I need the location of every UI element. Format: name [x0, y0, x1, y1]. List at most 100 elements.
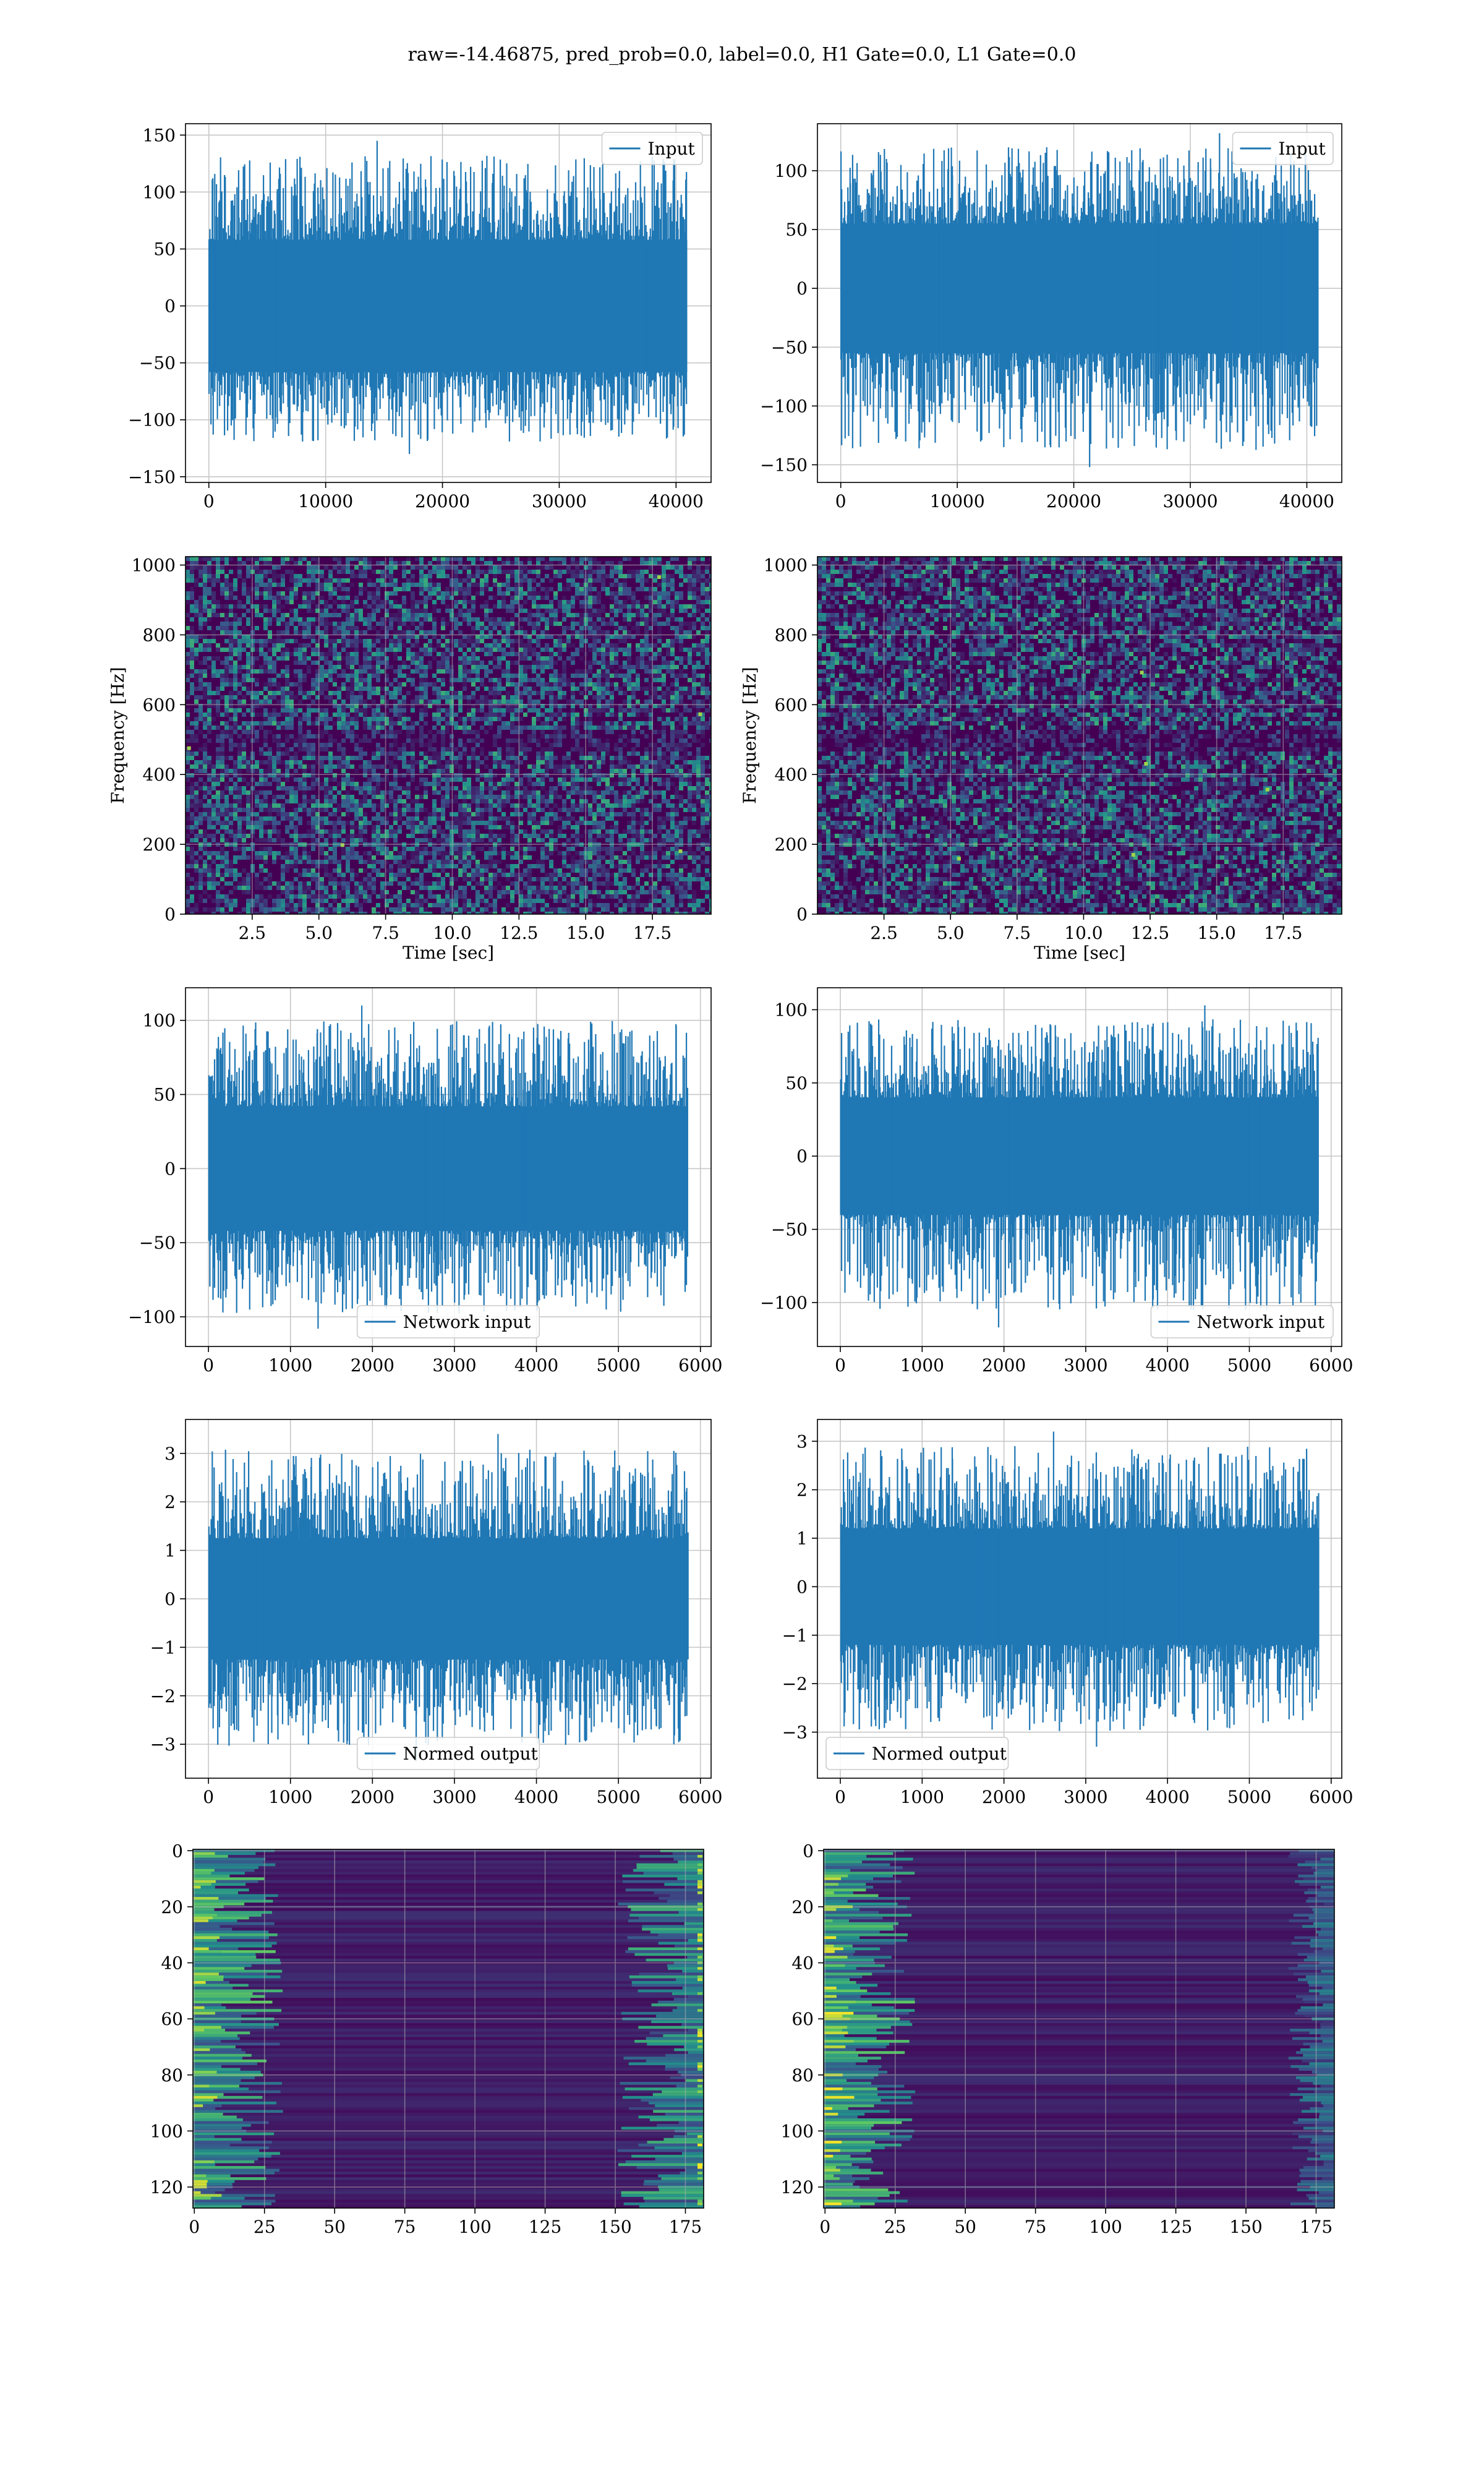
spectrogram-cell [471, 596, 475, 600]
spectrogram-cell [406, 583, 411, 587]
spectrogram-cell [233, 578, 237, 583]
spectrogram-cell [475, 626, 480, 630]
spectrogram-cell [623, 743, 627, 747]
spectrogram-cell [437, 713, 441, 717]
spectrogram-cell [198, 695, 203, 700]
spectrogram-cell [186, 695, 190, 700]
spectrogram-cell [346, 626, 350, 630]
spectrogram-cell [380, 604, 385, 609]
spectrogram-cell [207, 799, 211, 803]
spectrogram-cell [666, 687, 670, 691]
spectrogram-cell [640, 687, 644, 691]
spectrogram-cell [683, 717, 688, 721]
spectrogram-cell [705, 591, 709, 596]
spectrogram-cell [398, 648, 402, 652]
spectrogram-cell [627, 704, 631, 708]
spectrogram-cell [211, 777, 216, 782]
spectrogram-cell [350, 795, 354, 799]
spectrogram-cell [432, 808, 437, 812]
spectrogram-cell [333, 808, 337, 812]
spectrogram-cell [393, 561, 398, 565]
spectrogram-cell [601, 587, 605, 591]
spectrogram-cell [415, 795, 419, 799]
spectrogram-cell [688, 604, 692, 609]
spectrogram-cell [527, 764, 532, 769]
series-input [208, 140, 688, 454]
spectrogram-cell [367, 769, 372, 773]
spectrogram-cell [519, 695, 523, 700]
spectrogram-cell [289, 587, 294, 591]
spectrogram-cell [610, 635, 614, 639]
spectrogram-cell [705, 656, 709, 661]
spectrogram-cell [644, 734, 649, 738]
spectrogram-cell [255, 821, 259, 825]
spectrogram-cell [536, 682, 540, 687]
spectrogram-cell [203, 743, 207, 747]
spectrogram-cell [415, 738, 419, 743]
spectrogram-cell [549, 747, 553, 751]
spectrogram-cell [186, 730, 190, 734]
spectrogram-cell [207, 687, 211, 691]
spectrogram-cell [631, 803, 636, 808]
spectrogram-cell [463, 803, 467, 808]
spectrogram-cell [649, 669, 653, 674]
spectrogram-cell [471, 669, 475, 674]
spectrogram-cell [220, 751, 224, 756]
spectrogram-cell [696, 795, 701, 799]
spectrogram-cell [346, 803, 350, 808]
spectrogram-cell [198, 678, 203, 682]
spectrogram-cell [653, 574, 657, 578]
spectrogram-cell [588, 726, 592, 730]
spectrogram-cell [328, 570, 333, 574]
spectrogram-cell [294, 786, 298, 790]
spectrogram-cell [657, 695, 662, 700]
spectrogram-cell [562, 643, 566, 648]
spectrogram-cell [705, 777, 709, 782]
spectrogram-cell [471, 682, 475, 687]
spectrogram-cell [688, 760, 692, 764]
spectrogram-cell [705, 795, 709, 799]
spectrogram-cell [571, 578, 575, 583]
spectrogram-cell [445, 764, 450, 769]
spectrogram-cell [259, 799, 263, 803]
spectrogram-cell [363, 587, 367, 591]
spectrogram-cell [389, 665, 393, 669]
spectrogram-cell [281, 596, 285, 600]
spectrogram-cell [644, 630, 649, 635]
spectrogram-cell [506, 635, 510, 639]
spectrogram-cell [653, 578, 657, 583]
spectrogram-cell [666, 604, 670, 609]
spectrogram-cell [662, 717, 666, 721]
spectrogram-cell [653, 617, 657, 622]
spectrogram-cell [367, 648, 372, 652]
spectrogram-cell [493, 682, 497, 687]
spectrogram-cell [263, 821, 268, 825]
spectrogram-cell [532, 687, 536, 691]
spectrogram-cell [324, 769, 328, 773]
spectrogram-cell [605, 738, 610, 743]
spectrogram-cell [475, 617, 480, 622]
spectrogram-cell [198, 570, 203, 574]
spectrogram-cell [337, 622, 341, 626]
spectrogram-cell [341, 600, 346, 604]
spectrogram-cell [302, 635, 307, 639]
spectrogram-cell [441, 708, 445, 713]
spectrogram-cell [506, 674, 510, 678]
spectrogram-cell [367, 674, 372, 678]
spectrogram-cell [315, 604, 320, 609]
spectrogram-cell [558, 674, 562, 678]
spectrogram-cell [657, 652, 662, 656]
spectrogram-cell [255, 596, 259, 600]
spectrogram-cell [675, 726, 679, 730]
spectrogram-cell [471, 730, 475, 734]
spectrogram-cell [493, 678, 497, 682]
spectrogram-cell [294, 669, 298, 674]
spectrogram-cell [393, 652, 398, 656]
spectrogram-cell [372, 773, 376, 777]
spectrogram-cell [575, 769, 579, 773]
spectrogram-cell [666, 648, 670, 652]
spectrogram-cell [237, 557, 242, 561]
spectrogram-cell [696, 648, 701, 652]
spectrogram-cell [588, 687, 592, 691]
spectrogram-cell [298, 652, 302, 656]
